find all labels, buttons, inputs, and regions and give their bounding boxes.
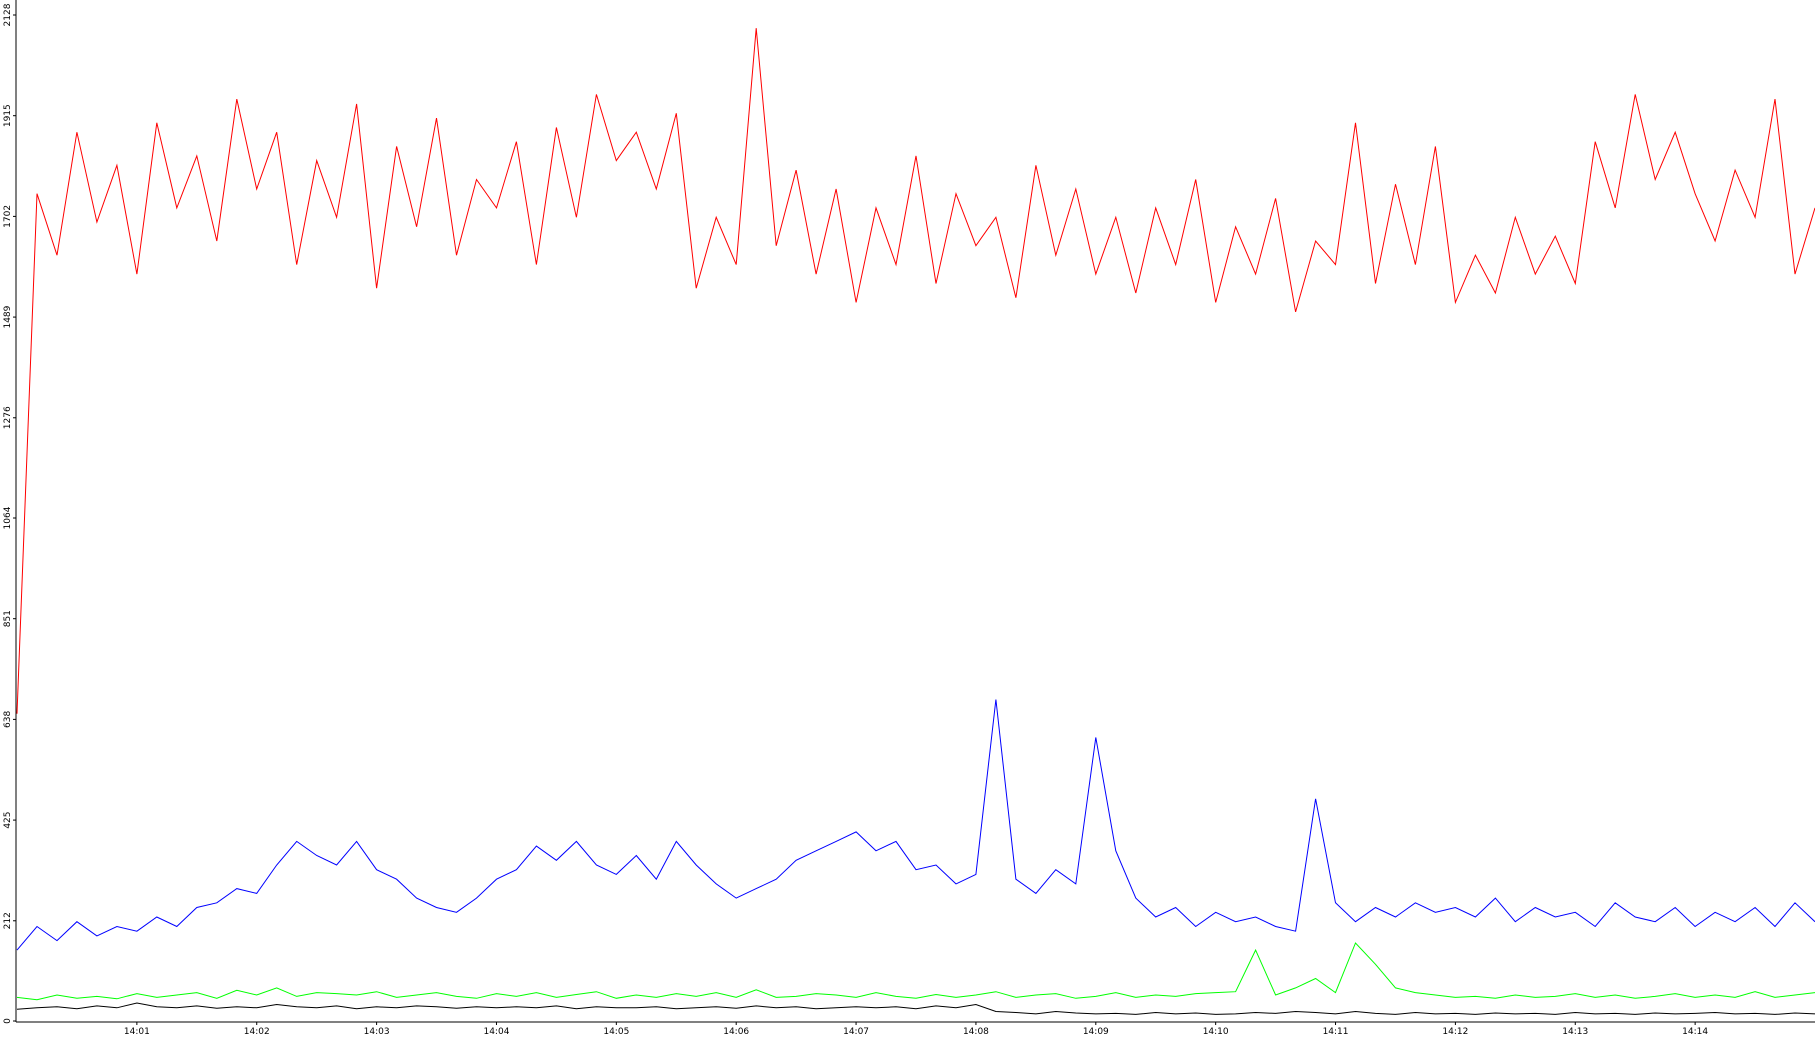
- x-tick-label: 14:12: [1442, 1027, 1468, 1037]
- y-tick-label: 2128: [3, 3, 13, 26]
- x-tick-label: 14:09: [1083, 1027, 1109, 1037]
- y-tick-label: 1702: [3, 205, 13, 228]
- y-tick-label: 1915: [3, 104, 13, 127]
- x-tick-label: 14:01: [124, 1027, 150, 1037]
- y-tick-label: 1064: [3, 506, 13, 529]
- x-tick-label: 14:03: [364, 1027, 390, 1037]
- x-tick-label: 14:08: [963, 1027, 989, 1037]
- series-line: [16, 699, 1815, 951]
- series-line: [16, 1002, 1815, 1015]
- y-tick-label: 638: [3, 711, 13, 728]
- series-line: [16, 28, 1815, 714]
- x-tick-label: 14:10: [1203, 1027, 1229, 1037]
- x-tick-label: 14:06: [723, 1027, 749, 1037]
- x-tick-label: 14:14: [1682, 1027, 1708, 1037]
- y-tick-label: 1489: [3, 305, 13, 328]
- y-tick-label: 1276: [3, 406, 13, 429]
- x-tick-label: 14:04: [483, 1027, 509, 1037]
- y-tick-label: 425: [3, 811, 13, 828]
- y-tick-label: 212: [3, 912, 13, 929]
- x-tick-label: 14:11: [1323, 1027, 1349, 1037]
- x-tick-label: 14:02: [244, 1027, 270, 1037]
- x-tick-label: 14:13: [1562, 1027, 1588, 1037]
- x-tick-label: 14:07: [843, 1027, 869, 1037]
- x-tick-label: 14:05: [603, 1027, 629, 1037]
- y-tick-label: 851: [3, 610, 13, 627]
- y-tick-label: 0: [3, 1018, 13, 1024]
- series-line: [16, 942, 1815, 1001]
